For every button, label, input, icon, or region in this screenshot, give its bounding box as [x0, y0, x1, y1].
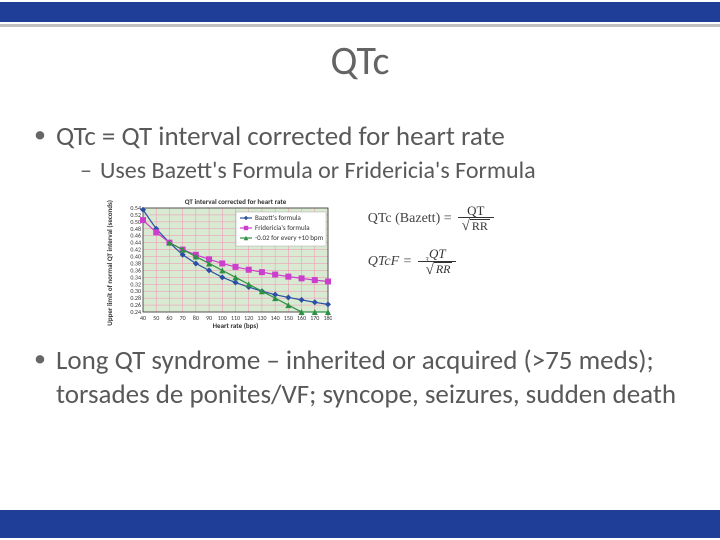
formula-bazett-num: QT [458, 204, 494, 218]
svg-text:0.44: 0.44 [130, 238, 141, 246]
svg-text:60: 60 [166, 314, 172, 322]
formula-fridericia-label: QTcF = [368, 253, 412, 271]
formula-bazett-radicand: RR [470, 219, 490, 233]
svg-text:50: 50 [153, 314, 159, 322]
formula-fridericia-rootindex: 3 [425, 256, 429, 264]
bullet-2: Long QT syndrome – inherited or acquired… [30, 344, 690, 412]
svg-text:0.48: 0.48 [130, 225, 141, 233]
svg-text:0.42: 0.42 [130, 245, 141, 253]
svg-text:180: 180 [323, 314, 332, 322]
formula-fridericia-radicand: RR [434, 262, 453, 276]
bullet-1: QTc = QT interval corrected for heart ra… [30, 120, 690, 330]
svg-text:0.54: 0.54 [130, 204, 141, 212]
svg-text:70: 70 [179, 314, 185, 322]
figure-row: Upper limit of normal QT interval (secon… [106, 196, 690, 330]
svg-text:0.34: 0.34 [130, 273, 141, 281]
formula-bazett-label: QTc (Bazett) = [368, 210, 452, 228]
svg-text:130: 130 [257, 314, 266, 322]
bottom-band [0, 510, 720, 538]
svg-text:-0.02 for every +10 bpm: -0.02 for every +10 bpm [255, 233, 324, 242]
content-area: QTc = QT interval corrected for heart ra… [30, 120, 690, 415]
formula-fridericia-num: QT [418, 247, 456, 261]
svg-text:0.40: 0.40 [130, 252, 141, 260]
chart: 4050607080901001101201301401501601701800… [117, 196, 332, 330]
svg-text:0.26: 0.26 [130, 301, 141, 309]
bullet-1-text: QTc = QT interval corrected for heart ra… [56, 120, 505, 153]
bullet-1a: Uses Bazett's Formula or Fridericia's Fo… [56, 156, 690, 186]
svg-text:90: 90 [206, 314, 212, 322]
chart-container: Upper limit of normal QT interval (secon… [106, 196, 332, 330]
svg-text:170: 170 [310, 314, 319, 322]
formula-bazett: QTc (Bazett) = QT √RR [368, 204, 494, 233]
svg-text:0.46: 0.46 [130, 231, 141, 239]
formula-fridericia: QTcF = QT 3√RR [368, 247, 494, 276]
svg-text:150: 150 [284, 314, 293, 322]
svg-text:140: 140 [270, 314, 279, 322]
svg-text:0.50: 0.50 [130, 218, 141, 226]
svg-text:QT interval corrected for hea: QT interval corrected for heart rate [185, 197, 287, 206]
top-divider [0, 24, 720, 27]
svg-text:Fridericia's formula: Fridericia's formula [255, 223, 310, 232]
page-title: QTc [0, 36, 720, 85]
svg-text:0.32: 0.32 [130, 280, 141, 288]
slide: QTc QTc = QT interval corrected for hear… [0, 0, 720, 540]
formula-block: QTc (Bazett) = QT √RR QTcF = QT 3√RR [368, 204, 494, 276]
svg-text:Bazett's formula: Bazett's formula [255, 213, 301, 222]
svg-text:0.52: 0.52 [130, 211, 141, 219]
svg-text:0.28: 0.28 [130, 294, 141, 302]
svg-text:0.36: 0.36 [130, 266, 141, 274]
svg-text:0.24: 0.24 [130, 308, 141, 316]
svg-text:0.30: 0.30 [130, 287, 141, 295]
svg-text:160: 160 [297, 314, 306, 322]
chart-ylabel: Upper limit of normal QT interval (secon… [106, 200, 115, 326]
svg-text:0.38: 0.38 [130, 259, 141, 267]
svg-text:Heart rate (bps): Heart rate (bps) [212, 321, 258, 330]
svg-text:80: 80 [193, 314, 199, 322]
top-band [0, 2, 720, 22]
